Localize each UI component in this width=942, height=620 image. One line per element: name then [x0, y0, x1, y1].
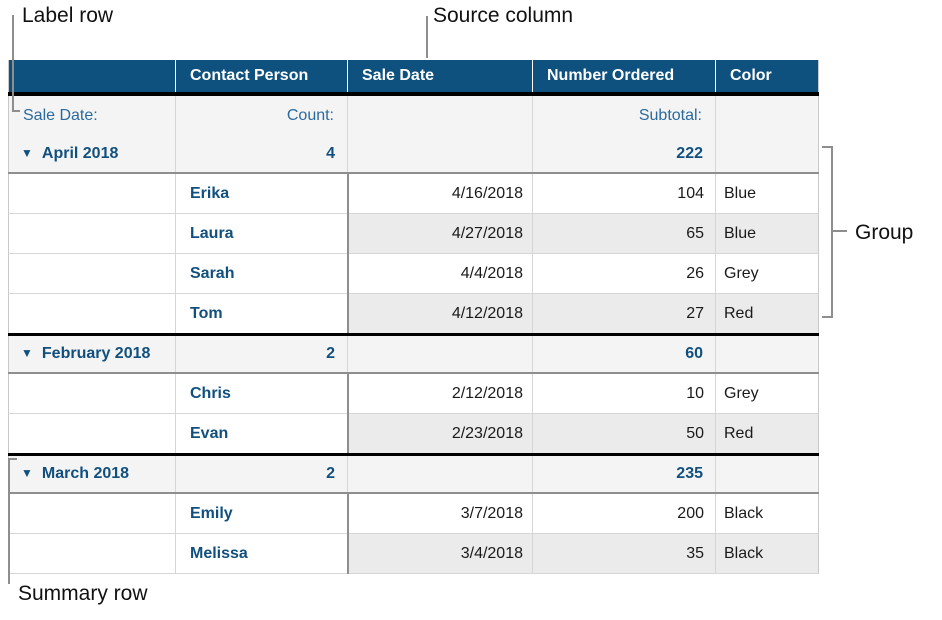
rowlabel-cell[interactable]: [8, 213, 176, 254]
table-row: Chris 2/12/2018 10 Grey: [8, 373, 819, 414]
group-name-cell[interactable]: ▼ February 2018: [8, 334, 176, 373]
rowlabel-cell[interactable]: [8, 493, 176, 534]
contact-person-cell[interactable]: Laura: [175, 213, 348, 254]
group-name-label: April 2018: [41, 145, 119, 162]
color-cell[interactable]: Grey: [715, 373, 819, 414]
header-cell-rowlabel[interactable]: [8, 60, 176, 94]
label-row-callout: Label row: [22, 4, 114, 27]
sale-date-cell[interactable]: 3/7/2018: [346, 493, 533, 534]
group-bracket-top-arm: [822, 146, 833, 148]
color-cell[interactable]: Blue: [715, 213, 819, 254]
color-cell[interactable]: Blue: [715, 173, 819, 214]
group-name-label: March 2018: [41, 465, 130, 482]
table-row: Tom 4/12/2018 27 Red: [8, 293, 819, 335]
number-ordered-cell[interactable]: 27: [532, 293, 716, 335]
number-ordered-cell[interactable]: 200: [532, 493, 716, 534]
empty-cell[interactable]: [715, 454, 819, 493]
table-row: Sarah 4/4/2018 26 Grey: [8, 253, 819, 294]
contact-person-cell[interactable]: Sarah: [175, 253, 348, 294]
table-row: Emily 3/7/2018 200 Black: [8, 493, 819, 534]
summary-row: ▼ February 2018 2 60: [8, 334, 819, 373]
contact-person-cell[interactable]: Melissa: [175, 533, 348, 574]
table-row: Laura 4/27/2018 65 Blue: [8, 213, 819, 254]
sale-date-cell[interactable]: 4/4/2018: [346, 253, 533, 294]
group-name-cell[interactable]: ▼ March 2018: [8, 454, 176, 493]
group-count-cell[interactable]: 2: [175, 454, 348, 493]
number-ordered-cell[interactable]: 65: [532, 213, 716, 254]
empty-cell[interactable]: [347, 94, 533, 136]
number-ordered-cell[interactable]: 26: [532, 253, 716, 294]
number-ordered-cell[interactable]: 104: [532, 173, 716, 214]
summary-row: ▼ March 2018 2 235: [8, 454, 819, 493]
group-bracket-bottom-arm: [822, 316, 833, 318]
header-cell-contact-person[interactable]: Contact Person: [175, 60, 348, 94]
summary-row: ▼ April 2018 4 222: [8, 136, 819, 173]
rowlabel-cell[interactable]: [8, 253, 176, 294]
group-bracket: [831, 146, 833, 318]
empty-cell[interactable]: [347, 136, 533, 173]
group-count-cell[interactable]: 4: [175, 136, 348, 173]
summary-row-callout: Summary row: [18, 582, 148, 605]
number-ordered-cell[interactable]: 50: [532, 413, 716, 455]
color-cell[interactable]: Red: [715, 413, 819, 455]
group-callout: Group: [855, 221, 914, 244]
empty-cell[interactable]: [347, 334, 533, 373]
summary-row-connector-arm: [8, 458, 17, 460]
category-label-cell[interactable]: Sale Date:: [8, 94, 176, 136]
group-subtotal-cell[interactable]: 60: [532, 334, 716, 373]
group-subtotal-cell[interactable]: 222: [532, 136, 716, 173]
color-cell[interactable]: Black: [715, 533, 819, 574]
color-cell[interactable]: Black: [715, 493, 819, 534]
table-row: Erika 4/16/2018 104 Blue: [8, 173, 819, 214]
disclosure-triangle-icon[interactable]: ▼: [21, 466, 33, 480]
rowlabel-cell[interactable]: [8, 173, 176, 214]
rowlabel-cell[interactable]: [8, 533, 176, 574]
disclosure-triangle-icon[interactable]: ▼: [21, 346, 33, 360]
number-ordered-cell[interactable]: 35: [532, 533, 716, 574]
categorized-table: Contact Person Sale Date Number Ordered …: [8, 60, 819, 574]
sale-date-cell[interactable]: 4/16/2018: [346, 173, 533, 214]
label-row-connector-line: [12, 15, 14, 112]
summary-row-connector-line: [8, 458, 10, 584]
label-row: Sale Date: Count: Subtotal:: [8, 94, 819, 136]
contact-person-cell[interactable]: Tom: [175, 293, 348, 335]
rowlabel-cell[interactable]: [8, 413, 176, 455]
sale-date-cell[interactable]: 2/12/2018: [346, 373, 533, 414]
source-column-connector-line: [426, 16, 428, 58]
contact-person-cell[interactable]: Evan: [175, 413, 348, 455]
contact-person-cell[interactable]: Chris: [175, 373, 348, 414]
label-row-connector-foot: [12, 110, 20, 112]
subtotal-label-cell[interactable]: Subtotal:: [532, 94, 716, 136]
contact-person-cell[interactable]: Emily: [175, 493, 348, 534]
color-cell[interactable]: Red: [715, 293, 819, 335]
header-cell-sale-date[interactable]: Sale Date: [347, 60, 533, 94]
table-row: Evan 2/23/2018 50 Red: [8, 413, 819, 455]
header-row: Contact Person Sale Date Number Ordered …: [8, 60, 819, 94]
group-name-label: February 2018: [41, 345, 151, 362]
group-subtotal-cell[interactable]: 235: [532, 454, 716, 493]
number-ordered-cell[interactable]: 10: [532, 373, 716, 414]
sale-date-cell[interactable]: 3/4/2018: [346, 533, 533, 574]
count-label-cell[interactable]: Count:: [175, 94, 348, 136]
group-name-cell[interactable]: ▼ April 2018: [8, 136, 176, 173]
sale-date-cell[interactable]: 2/23/2018: [346, 413, 533, 455]
sale-date-cell[interactable]: 4/27/2018: [346, 213, 533, 254]
empty-cell[interactable]: [715, 334, 819, 373]
contact-person-cell[interactable]: Erika: [175, 173, 348, 214]
group-count-cell[interactable]: 2: [175, 334, 348, 373]
header-cell-number-ordered[interactable]: Number Ordered: [532, 60, 716, 94]
empty-cell[interactable]: [715, 136, 819, 173]
disclosure-triangle-icon[interactable]: ▼: [21, 146, 33, 160]
rowlabel-cell[interactable]: [8, 293, 176, 335]
header-cell-color[interactable]: Color: [715, 60, 819, 94]
color-cell[interactable]: Grey: [715, 253, 819, 294]
table-row: Melissa 3/4/2018 35 Black: [8, 533, 819, 574]
source-column-callout: Source column: [433, 4, 574, 27]
group-bracket-tick: [833, 230, 847, 232]
empty-cell[interactable]: [347, 454, 533, 493]
empty-cell[interactable]: [715, 94, 819, 136]
sale-date-cell[interactable]: 4/12/2018: [346, 293, 533, 335]
rowlabel-cell[interactable]: [8, 373, 176, 414]
